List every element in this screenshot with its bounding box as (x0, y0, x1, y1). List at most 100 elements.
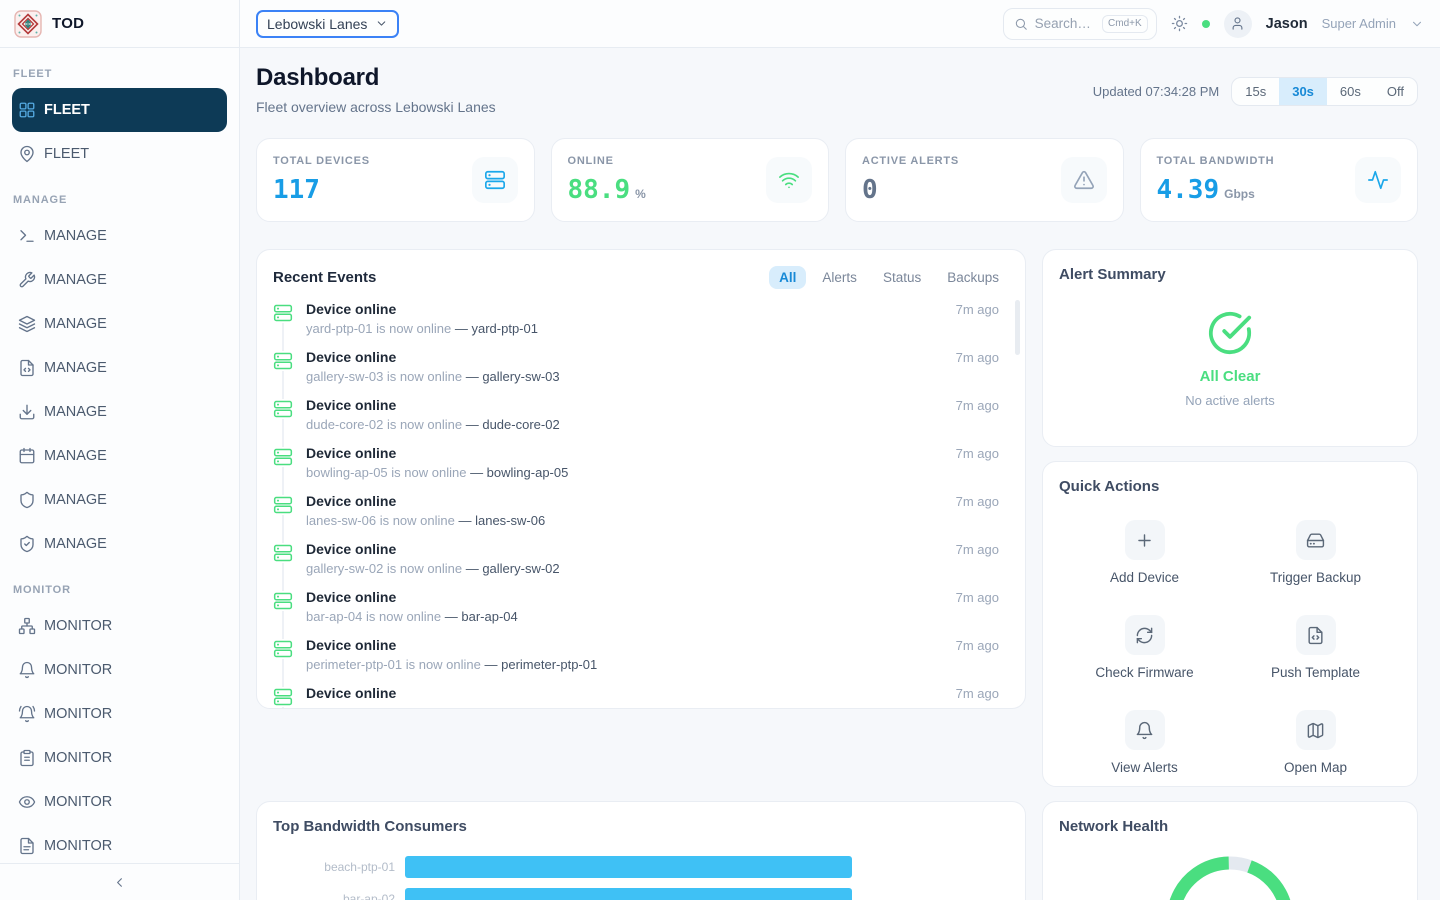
sidebar-item[interactable]: FLEET (12, 132, 227, 176)
event-list-item[interactable]: Device online 7m ago bowling-ap-05 is no… (273, 445, 1009, 493)
sidebar-item-label: MONITOR (44, 706, 113, 722)
sidebar-item[interactable]: MONITOR (12, 824, 227, 863)
event-list-item[interactable]: Device online 7m ago gallery-sw-03 is no… (273, 349, 1009, 397)
quick-action-button[interactable]: Open Map (1230, 710, 1401, 775)
app-name: TOD (52, 15, 85, 32)
alert-summary-card: Alert Summary All Clear No active alerts (1042, 249, 1418, 447)
event-list-item[interactable]: Device online 7m ago (273, 685, 1009, 708)
refresh-interval-button[interactable]: 15s (1245, 84, 1267, 99)
refresh-interval-button[interactable]: Off (1386, 84, 1404, 99)
event-description: lanes-sw-06 is now online — lanes-sw-06 (306, 513, 546, 528)
sidebar-item[interactable]: FLEET (12, 88, 227, 132)
sidebar-item-label: MONITOR (44, 618, 113, 634)
event-filter-tab[interactable]: All (769, 266, 807, 289)
sidebar-item-label: MANAGE (44, 360, 107, 376)
topbar: Lebowski Lanes Search… Cmd+K Jason Super… (240, 0, 1440, 48)
collapse-sidebar-button[interactable] (0, 863, 239, 900)
wifi-icon (778, 169, 800, 191)
quick-action-button[interactable]: Check Firmware (1059, 615, 1230, 680)
quick-action-button[interactable]: Push Template (1230, 615, 1401, 680)
event-filter-tab[interactable]: Status (882, 270, 922, 285)
sidebar-item[interactable]: MONITOR (12, 692, 227, 736)
topbar-right: Search… Cmd+K Jason Super Admin (1002, 7, 1424, 40)
sidebar-item[interactable]: MANAGE (12, 346, 227, 390)
event-title: Device online (306, 637, 397, 653)
avatar[interactable] (1223, 9, 1252, 38)
stat-value: 4.39 (1156, 175, 1220, 205)
refresh-interval-button[interactable]: 30s (1279, 78, 1327, 105)
sidebar-item[interactable]: MANAGE (12, 478, 227, 522)
activity-icon (1367, 169, 1389, 191)
event-time: 7m ago (955, 542, 999, 557)
sidebar-item[interactable]: MONITOR (12, 648, 227, 692)
refresh-interval-button[interactable]: 60s (1339, 84, 1361, 99)
event-list-item[interactable]: Device online 7m ago perimeter-ptp-01 is… (273, 637, 1009, 685)
sidebar-item-label: FLEET (44, 146, 90, 162)
sidebar-item[interactable]: MONITOR (12, 736, 227, 780)
sidebar-item[interactable]: MANAGE (12, 522, 227, 566)
event-description: gallery-sw-03 is now online — gallery-sw… (306, 369, 560, 384)
search-input[interactable]: Search… Cmd+K (1002, 7, 1157, 40)
sidebar-item[interactable]: MANAGE (12, 434, 227, 478)
stat-card: ACTIVE ALERTS 0 (845, 138, 1124, 222)
sidebar-item[interactable]: MANAGE (12, 302, 227, 346)
server-icon (273, 543, 293, 563)
page-header: Dashboard Fleet overview across Lebowski… (256, 64, 1418, 115)
event-list-item[interactable]: Device online 7m ago lanes-sw-06 is now … (273, 493, 1009, 541)
sidebar-item-label: MANAGE (44, 316, 107, 332)
network-health-title: Network Health (1059, 818, 1169, 835)
theme-toggle-button[interactable] (1171, 15, 1188, 32)
page-title-block: Dashboard Fleet overview across Lebowski… (256, 64, 496, 115)
chevron-left-icon (112, 875, 127, 890)
event-list-item[interactable]: Device online 7m ago gallery-sw-02 is no… (273, 541, 1009, 589)
server-icon (273, 447, 293, 467)
server-icon (273, 687, 293, 707)
event-list-item[interactable]: Device online 7m ago bar-ap-04 is now on… (273, 589, 1009, 637)
sidebar-item-label: MANAGE (44, 404, 107, 420)
dashboard-grid-icon (18, 101, 36, 119)
sidebar-item[interactable]: MONITOR (12, 604, 227, 648)
site-selector[interactable]: Lebowski Lanes (256, 9, 400, 38)
user-menu-chevron-icon[interactable] (1410, 17, 1424, 31)
event-filter-tab[interactable]: Backups (947, 270, 999, 285)
network-icon (18, 617, 36, 635)
event-title: Device online (306, 685, 397, 701)
sidebar-item[interactable]: MANAGE (12, 258, 227, 302)
event-filter-tab[interactable]: Alerts (822, 270, 857, 285)
event-list-scrollbar[interactable] (1015, 300, 1020, 355)
chevron-down-icon (375, 17, 388, 30)
plus-icon (1135, 531, 1154, 550)
event-list-item[interactable]: Device online 7m ago dude-core-02 is now… (273, 397, 1009, 445)
server-icon (273, 639, 293, 659)
event-list-item[interactable]: Device online 7m ago yard-ptp-01 is now … (273, 301, 1009, 349)
bell-icon (1135, 721, 1154, 740)
sidebar-item-label: MONITOR (44, 794, 113, 810)
event-title: Device online (306, 301, 397, 317)
sidebar-item[interactable]: MANAGE (12, 214, 227, 258)
clipboard-icon (18, 749, 36, 767)
wrench-icon (18, 271, 36, 289)
server-icon (273, 303, 293, 323)
event-description: gallery-sw-02 is now online — gallery-sw… (306, 561, 560, 576)
server-icon (484, 169, 506, 191)
quick-action-button[interactable]: Trigger Backup (1230, 520, 1401, 585)
event-title: Device online (306, 493, 397, 509)
event-device: — bar-ap-04 (444, 609, 518, 624)
stat-label: ONLINE (567, 155, 614, 167)
event-time: 7m ago (955, 590, 999, 605)
recent-events-card: Recent Events All Alerts Status Backups (256, 249, 1026, 709)
file-text-icon (18, 837, 36, 855)
sidebar-item[interactable]: MONITOR (12, 780, 227, 824)
download-icon (18, 403, 36, 421)
file-code-icon (18, 359, 36, 377)
quick-action-button[interactable]: View Alerts (1059, 710, 1230, 775)
sidebar-item[interactable]: MANAGE (12, 390, 227, 434)
event-time: 7m ago (955, 494, 999, 509)
server-icon (273, 399, 293, 419)
quick-actions-title: Quick Actions (1059, 478, 1160, 495)
quick-action-button[interactable]: Add Device (1059, 520, 1230, 585)
file-code-icon (1306, 626, 1325, 645)
sidebar-item-label: MANAGE (44, 448, 107, 464)
event-description: dude-core-02 is now online — dude-core-0… (306, 417, 560, 432)
network-health-card: Network Health 89 (1042, 801, 1418, 900)
